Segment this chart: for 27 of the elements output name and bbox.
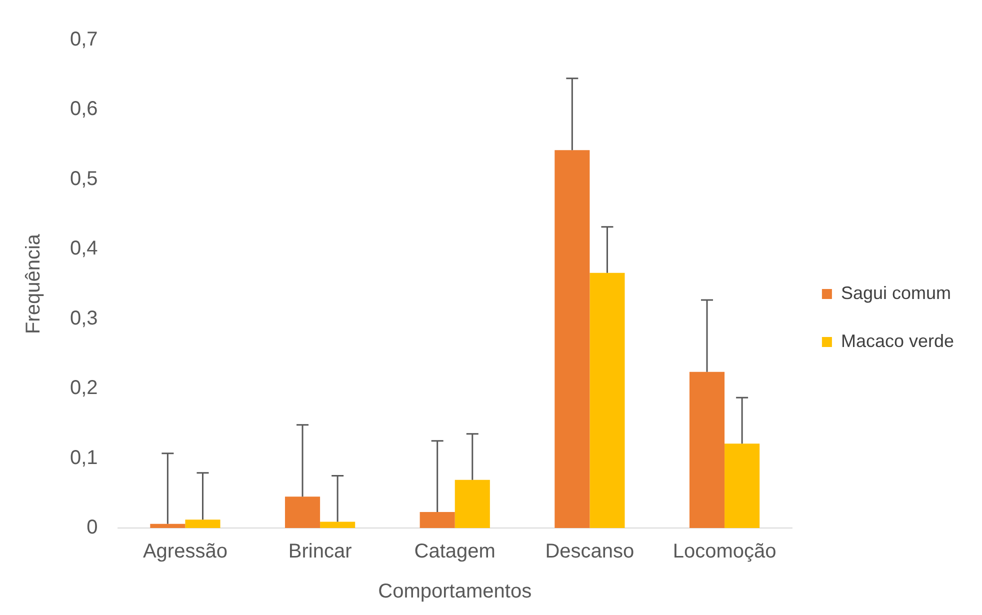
y-tick-label: 0,6 (70, 98, 98, 120)
x-axis-title: Comportamentos (378, 580, 532, 603)
y-tick-label: 0 (86, 516, 98, 539)
y-tick-label: 0,3 (70, 307, 98, 330)
x-tick-label: Agressão (142, 540, 228, 563)
x-tick-label: Brincar (288, 540, 352, 563)
x-tick-label: Locomoção (672, 540, 776, 563)
bar (724, 444, 760, 528)
y-axis-title: Frequência (22, 233, 45, 334)
y-tick-label: 0,4 (70, 238, 98, 260)
y-tick-label: 0,7 (70, 28, 98, 51)
x-tick-label: Catagem (414, 540, 496, 563)
bar (284, 496, 320, 528)
y-tick-label: 0,5 (70, 168, 98, 190)
y-tick-label: 0,1 (70, 446, 98, 469)
bar (454, 480, 490, 528)
bar (689, 372, 725, 528)
bar (320, 522, 356, 528)
y-tick-label: 0,2 (70, 377, 98, 400)
bar (150, 524, 186, 528)
legend-label: Sagui comum (840, 282, 952, 303)
bar (185, 520, 220, 528)
bar (554, 150, 590, 528)
bar (590, 272, 625, 528)
bar (420, 512, 455, 528)
x-tick-label: Descanso (545, 540, 634, 563)
legend-label: Macaco verde (840, 330, 954, 351)
